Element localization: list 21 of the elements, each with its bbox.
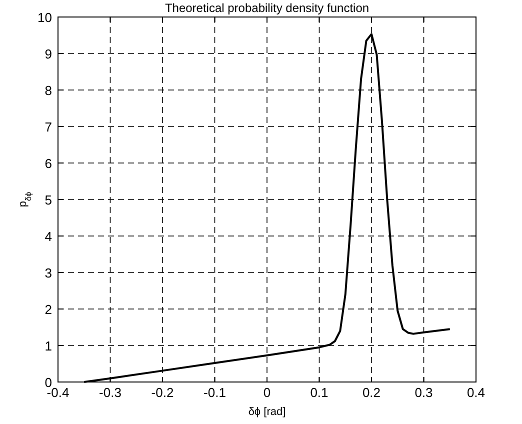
x-tick-label: 0: [263, 385, 271, 400]
y-tick-label: 1: [44, 338, 52, 354]
y-tick-label: 2: [44, 302, 52, 317]
y-tick-label: 9: [44, 46, 52, 62]
y-tick-label: 4: [44, 229, 52, 244]
x-tick-label: 0.1: [310, 385, 328, 400]
y-tick-label: 8: [44, 83, 52, 98]
x-tick-label: -0.3: [99, 385, 122, 400]
y-tick-label: 0: [44, 375, 52, 390]
chart-title: Theoretical probability density function: [164, 1, 370, 15]
y-tick-label: 10: [38, 10, 52, 25]
x-axis-title: δϕ [rad]: [248, 406, 286, 418]
y-tick-label: 3: [44, 266, 52, 280]
x-tick-label: -0.1: [204, 385, 226, 400]
x-tick-label: 0.3: [414, 385, 433, 400]
y-tick-label: 6: [44, 156, 52, 171]
x-tick-label: 0.4: [466, 385, 486, 400]
x-tick-label: -0.2: [151, 385, 174, 400]
x-tick-label: 0.2: [362, 385, 381, 400]
y-tick-label: 7: [44, 120, 52, 134]
y-tick-label: 5: [44, 192, 52, 208]
